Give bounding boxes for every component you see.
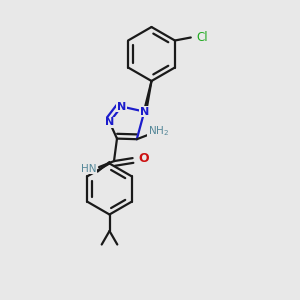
Text: NH$_2$: NH$_2$ bbox=[148, 124, 169, 138]
Text: N: N bbox=[140, 106, 149, 117]
Text: O: O bbox=[138, 152, 148, 165]
Text: Cl: Cl bbox=[196, 31, 208, 44]
Text: N: N bbox=[117, 101, 126, 112]
Text: N: N bbox=[105, 117, 114, 127]
Text: HN: HN bbox=[80, 164, 96, 174]
